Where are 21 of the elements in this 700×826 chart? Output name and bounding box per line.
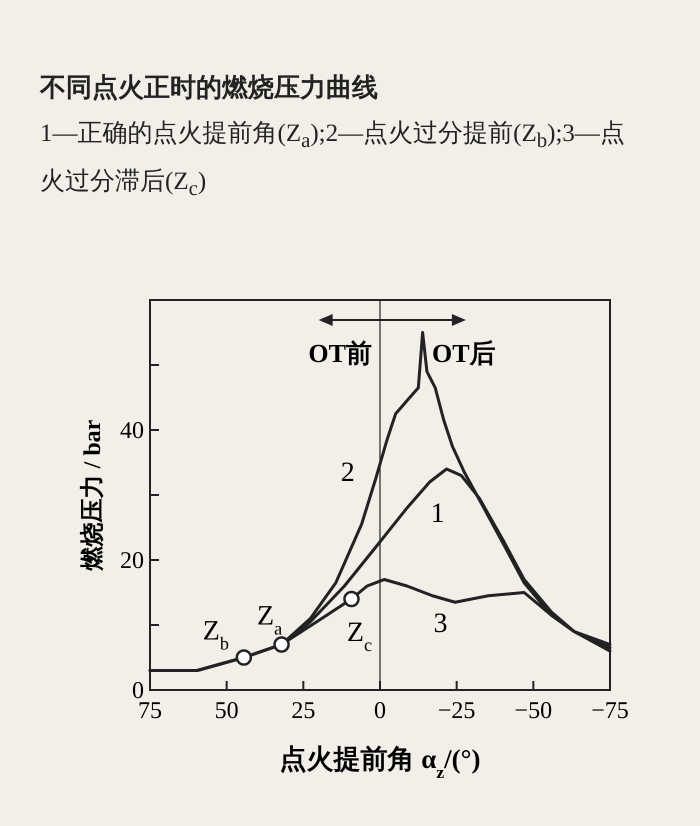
annotation: 1	[430, 498, 445, 529]
annotation: OT前	[308, 339, 372, 368]
annotation: Z$_{b}$	[202, 616, 229, 654]
x-tick-label: 50	[214, 698, 239, 724]
y-axis-title: 燃烧压力 / bar	[79, 419, 106, 572]
x-tick-label: 25	[291, 698, 316, 724]
x-tick-label: 75	[138, 698, 162, 724]
x-tick-label: −50	[514, 698, 552, 724]
annotation: Z$_{c}$	[346, 617, 372, 655]
annotation: 2	[340, 456, 355, 488]
y-tick-label: 40	[120, 418, 144, 444]
x-tick-label: −75	[591, 698, 629, 724]
y-tick-label: 20	[120, 548, 144, 574]
x-tick-label: 0	[374, 698, 386, 724]
x-axis-title: 点火提前角 α$_{z}$/(°)	[280, 744, 480, 782]
text: 1—正确的点火提前角(Z$_{a}$);2—点火过分提前(Z$_{b}$);3—点火过分滞后(Z$_{c}$)	[40, 120, 625, 200]
annotation: OT后	[432, 339, 496, 368]
chart-title: 不同点火正时的燃烧压力曲线	[40, 72, 379, 104]
x-tick-label: −25	[438, 698, 476, 724]
annotation: Z$_{a}$	[256, 600, 282, 638]
annotation: 3	[433, 608, 448, 639]
